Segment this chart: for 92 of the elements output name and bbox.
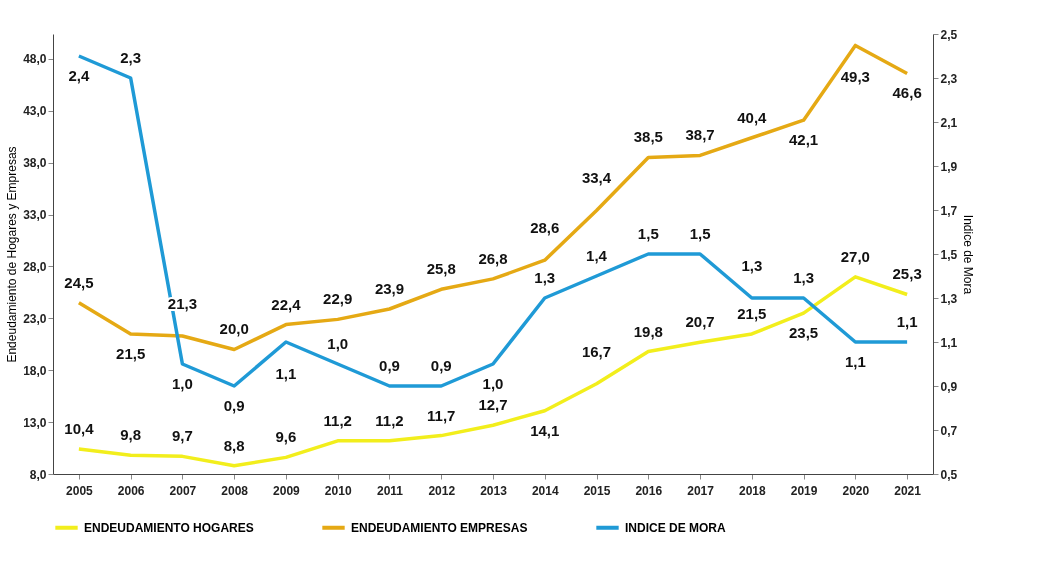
y-tick-label: 23,0 <box>23 311 47 326</box>
data-label: 1,0 <box>327 335 349 352</box>
data-label: 9,8 <box>120 426 142 444</box>
x-tick-label: 2018 <box>738 483 766 498</box>
data-label: 0,9 <box>430 357 452 374</box>
x-tick-label: 2015 <box>583 483 611 498</box>
data-label: 2,3 <box>120 49 142 66</box>
data-label: 23,9 <box>374 280 405 297</box>
data-label: 1,3 <box>741 257 763 274</box>
x-tick-label: 2021 <box>894 483 922 498</box>
data-label: 22,9 <box>323 290 353 308</box>
data-label: 14,1 <box>530 421 560 439</box>
x-tick-label: 2014 <box>531 483 559 498</box>
data-label: 1,0 <box>171 375 193 392</box>
y-axis-title: Endeudamiento de Hogares y Empresas <box>5 146 20 363</box>
data-label: 22,4 <box>271 295 302 313</box>
data-label: 2,4 <box>68 67 90 84</box>
data-label: 0,9 <box>223 397 245 414</box>
data-label: 24,5 <box>64 273 94 291</box>
data-label: 9,7 <box>171 427 193 445</box>
data-label: 9,6 <box>275 428 297 446</box>
data-label: 21,5 <box>116 344 146 362</box>
data-label: 49,3 <box>840 68 870 86</box>
y2-tick-label: 0,7 <box>940 423 958 438</box>
x-tick-label: 2010 <box>324 483 352 498</box>
y-tick-label: 38,0 <box>23 156 47 171</box>
y-tick-label: 8,0 <box>29 467 47 482</box>
data-label: 1,3 <box>534 269 556 286</box>
y2-tick-label: 1,5 <box>940 247 958 262</box>
data-label: 16,7 <box>581 342 612 360</box>
x-tick-label: 2019 <box>790 483 818 498</box>
legend-label: INDICE DE MORA <box>625 520 726 535</box>
x-tick-label: 2016 <box>635 483 663 498</box>
data-label: 12,7 <box>478 396 508 414</box>
y2-tick-label: 0,5 <box>940 467 958 482</box>
data-label: 20,0 <box>219 320 249 338</box>
data-label: 28,6 <box>530 219 560 237</box>
data-label: 1,3 <box>793 269 815 286</box>
data-label: 25,3 <box>892 265 922 283</box>
y2-tick-label: 1,1 <box>940 335 958 350</box>
data-label: 23,5 <box>788 324 819 342</box>
data-label: 38,5 <box>633 128 663 146</box>
y-tick-label: 43,0 <box>23 104 47 119</box>
x-tick-label: 2013 <box>480 483 508 498</box>
y2-tick-label: 2,3 <box>940 71 958 86</box>
x-tick-label: 2011 <box>376 483 404 498</box>
x-tick-label: 2008 <box>221 483 249 498</box>
data-label: 40,4 <box>737 108 768 126</box>
data-label: 11,2 <box>375 411 404 429</box>
data-label: 21,5 <box>737 304 767 322</box>
y-tick-label: 18,0 <box>23 363 47 378</box>
data-label: 26,8 <box>478 249 508 267</box>
y-tick-label: 33,0 <box>23 208 47 223</box>
data-label: 27,0 <box>840 247 870 265</box>
y2-tick-label: 0,9 <box>940 379 958 394</box>
data-label: 1,0 <box>482 375 504 392</box>
data-label: 20,7 <box>685 313 715 331</box>
x-tick-label: 2020 <box>842 483 870 498</box>
data-label: 8,8 <box>223 436 245 454</box>
x-tick-label: 2007 <box>169 483 197 498</box>
y2-tick-label: 1,7 <box>940 203 958 218</box>
y2-tick-label: 1,3 <box>940 291 958 306</box>
x-tick-label: 2012 <box>428 483 456 498</box>
y2-tick-label: 2,1 <box>940 115 958 130</box>
data-label: 1,1 <box>844 353 866 370</box>
data-label: 1,5 <box>637 225 659 242</box>
data-label: 10,4 <box>64 420 95 438</box>
data-label: 33,4 <box>581 169 612 187</box>
x-tick-label: 2006 <box>117 483 145 498</box>
data-label: 11,2 <box>323 411 352 429</box>
data-label: 38,7 <box>685 126 715 144</box>
y-tick-label: 13,0 <box>23 415 47 430</box>
y-tick-label: 28,0 <box>23 259 47 274</box>
data-label: 0,9 <box>379 357 400 374</box>
x-tick-label: 2009 <box>273 483 301 498</box>
y-tick-label: 48,0 <box>23 52 47 67</box>
y2-tick-label: 2,5 <box>940 27 958 42</box>
legend-label: ENDEUDAMIENTO HOGARES <box>84 520 254 535</box>
data-label: 1,4 <box>586 247 608 264</box>
data-label: 46,6 <box>892 84 922 102</box>
data-label: 1,5 <box>689 225 711 242</box>
x-tick-label: 2017 <box>687 483 715 498</box>
y2-tick-label: 1,9 <box>940 159 958 174</box>
data-label: 19,8 <box>633 322 663 340</box>
data-label: 11,7 <box>427 406 456 424</box>
data-label: 42,1 <box>788 131 819 149</box>
data-label: 1,1 <box>275 365 297 382</box>
x-tick-label: 2005 <box>66 483 94 498</box>
legend-label: ENDEUDAMIENTO EMPRESAS <box>351 520 528 535</box>
y2-axis-title: Indice de Mora <box>961 214 976 295</box>
data-label: 25,8 <box>426 260 456 278</box>
data-label: 1,1 <box>896 313 918 330</box>
